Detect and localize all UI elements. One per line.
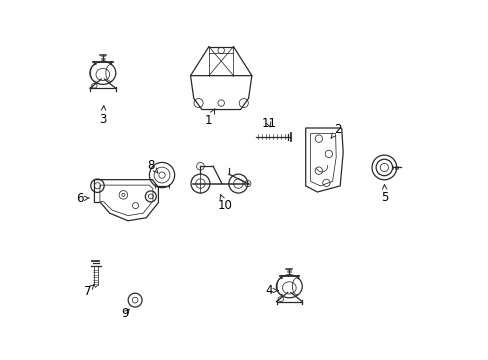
Text: 8: 8 [147,159,158,173]
Text: 10: 10 [217,195,232,212]
Text: 7: 7 [83,284,94,298]
Text: 2: 2 [330,123,341,138]
Text: 1: 1 [204,109,214,127]
Text: 9: 9 [122,307,129,320]
Text: 3: 3 [99,106,106,126]
Text: 11: 11 [261,117,276,130]
Text: 4: 4 [264,284,278,297]
Text: 5: 5 [381,185,388,204]
Text: 6: 6 [76,192,89,205]
